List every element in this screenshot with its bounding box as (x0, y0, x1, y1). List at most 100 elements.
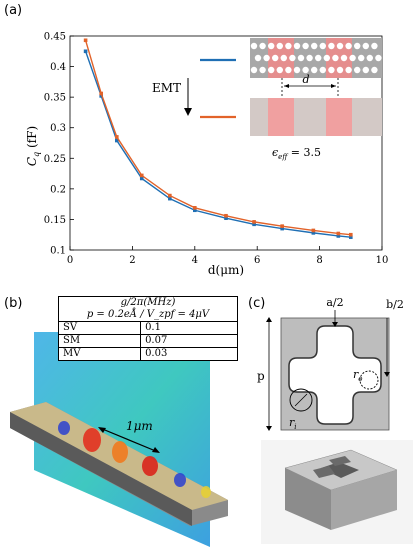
row-value: 0.1 (140, 321, 238, 335)
p-label: p (257, 369, 265, 383)
y-axis-ticks: 0.1 0.15 0.2 0.25 0.3 0.35 0.4 0.45 (44, 32, 74, 257)
effective-region-right (326, 98, 352, 136)
data-point (252, 222, 256, 227)
table-row: SM 0.07 (57, 334, 238, 348)
data-point (115, 138, 119, 143)
hole-array (250, 42, 382, 74)
field-hotspot (83, 428, 101, 452)
data-point (139, 173, 144, 178)
header-p-vzpf: p = 0.2eÅ / V_zpf = 4μV (86, 309, 210, 320)
hole (285, 66, 292, 74)
data-point (224, 213, 228, 218)
data-point (115, 135, 119, 139)
y-tick-label: 0.4 (50, 62, 66, 73)
table-row: MV 0.03 (57, 347, 238, 361)
hole (250, 66, 258, 74)
hole (362, 66, 369, 74)
hole (375, 54, 382, 62)
data-point (252, 220, 256, 224)
data-point (83, 38, 88, 43)
data-point (99, 94, 103, 98)
table-row: SV 0.1 (57, 321, 238, 335)
emt-label: EMT (152, 81, 181, 95)
field-coldspot (58, 421, 70, 435)
data-point (349, 235, 353, 239)
eps-eff-label: ϵeff = 3.5 (272, 146, 321, 161)
hole (259, 66, 266, 74)
x-tick-label: 10 (376, 255, 389, 266)
outer-radius-circle (359, 370, 379, 390)
b-half-label: b/2 (386, 298, 404, 311)
effective-region-left (268, 98, 294, 136)
hole (371, 42, 378, 50)
hole (358, 54, 365, 62)
data-series (83, 38, 353, 239)
coupling-table-header: g/2π(MHz) p = 0.2eÅ / V_zpf = 4μV (58, 296, 238, 321)
ro-label: ro (353, 368, 362, 383)
y-tick-label: 0.15 (44, 215, 66, 226)
y-tick-label: 0.3 (50, 123, 66, 134)
x-tick-label: 0 (67, 255, 73, 266)
hole (276, 66, 283, 74)
hole (293, 66, 301, 74)
hole (323, 54, 330, 62)
hole (328, 42, 335, 50)
plot-frame (69, 35, 383, 251)
data-point (193, 208, 197, 213)
hole (302, 42, 309, 50)
data-point (280, 226, 284, 231)
scale-arrow (99, 427, 159, 453)
data-point (280, 224, 284, 228)
block-right (331, 470, 397, 530)
device-field-render: 1μm (10, 332, 228, 547)
device-side (10, 412, 192, 526)
hole (345, 66, 352, 74)
a-half-label: a/2 (326, 296, 343, 309)
hole (280, 54, 287, 62)
panel-b-label: (b) (4, 296, 23, 311)
hole (254, 54, 262, 62)
hole (336, 66, 344, 74)
panel-c-label: (c) (248, 296, 266, 311)
y-axis-label: Cq (fF) (25, 126, 41, 166)
hole (311, 66, 318, 74)
scale-label: 1μm (126, 419, 153, 433)
hole (362, 42, 369, 50)
hole (297, 54, 305, 62)
row-value: 0.03 (140, 347, 238, 361)
y-tick-label: 0.2 (50, 184, 66, 195)
emt-arrowhead (184, 108, 192, 116)
coupling-table: SV 0.1 SM 0.07 MV 0.03 (57, 321, 238, 361)
field-coldspot (174, 473, 186, 487)
block-left (285, 468, 331, 530)
data-point (83, 49, 88, 54)
hole (259, 42, 266, 50)
hole (268, 66, 275, 74)
field-hotspot (201, 486, 211, 498)
series-line (84, 51, 351, 238)
hole (340, 54, 348, 62)
data-point (336, 234, 341, 238)
data-point (168, 196, 172, 201)
hole (336, 42, 344, 50)
data-point (311, 231, 316, 235)
row-name: MV (57, 347, 142, 361)
inner-radius-circle (289, 388, 313, 412)
hole (349, 54, 356, 62)
hole (250, 42, 258, 50)
hole (302, 66, 309, 74)
y-tick-label: 0.25 (44, 154, 66, 165)
x-tick-label: 8 (316, 255, 322, 266)
data-point (336, 231, 341, 236)
y-tick-label: 0.45 (44, 32, 66, 43)
hole (276, 42, 283, 50)
unit-cell-diagram: a/2 b/2 p ro ri (257, 296, 413, 544)
ri-label: ri (289, 416, 297, 431)
hole (263, 54, 270, 62)
block-hole (321, 462, 359, 478)
hole (272, 54, 279, 62)
data-point (168, 193, 172, 198)
hole (293, 42, 301, 50)
hole (354, 42, 361, 50)
field-hotspot (142, 456, 158, 476)
